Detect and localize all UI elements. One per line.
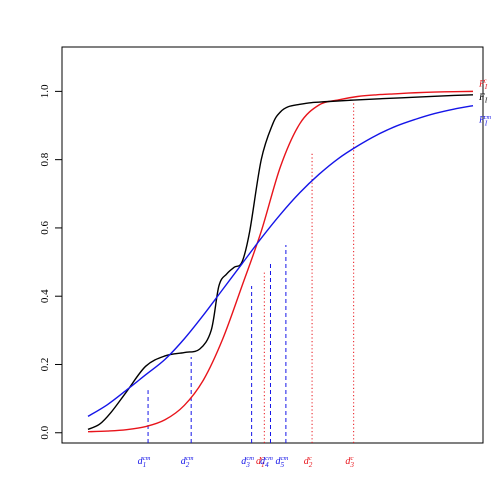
label-d-5-cm: d5cm: [275, 455, 288, 469]
y-tick-label: 0.0: [39, 425, 51, 439]
y-axis: 0.0 0.2 0.4 0.6 0.8 1.0: [39, 84, 62, 440]
label-d-3-cm: d3cm: [241, 455, 254, 469]
label-d-2-c: d2c: [304, 455, 313, 469]
label-d-3-c: d3c: [345, 455, 354, 469]
curve-label-f-i: FI: [478, 93, 488, 105]
label-d-4-cm: d4cm: [260, 455, 273, 469]
curve-label-f-i-cm: FIcm: [478, 114, 492, 128]
cdf-curves: [87, 90, 474, 433]
label-d-2-cm: d2cm: [181, 455, 194, 469]
y-tick-label: 0.8: [39, 152, 51, 166]
curve-f-i-c: [87, 90, 474, 433]
reference-lines: [147, 103, 355, 443]
plot-frame: [61, 46, 484, 444]
curve-label-f-i-c: FIc: [478, 78, 488, 92]
label-d-1-c: d1c: [256, 455, 265, 469]
label-d-1-cm: d1cm: [138, 455, 151, 469]
curve-f-i: [87, 94, 474, 430]
y-tick-label: 0.2: [39, 358, 51, 372]
y-tick-label: 0.4: [39, 289, 51, 303]
y-tick-label: 1.0: [39, 84, 51, 98]
y-tick-label: 0.6: [39, 221, 51, 235]
curve-f-i-cm: [87, 105, 474, 417]
